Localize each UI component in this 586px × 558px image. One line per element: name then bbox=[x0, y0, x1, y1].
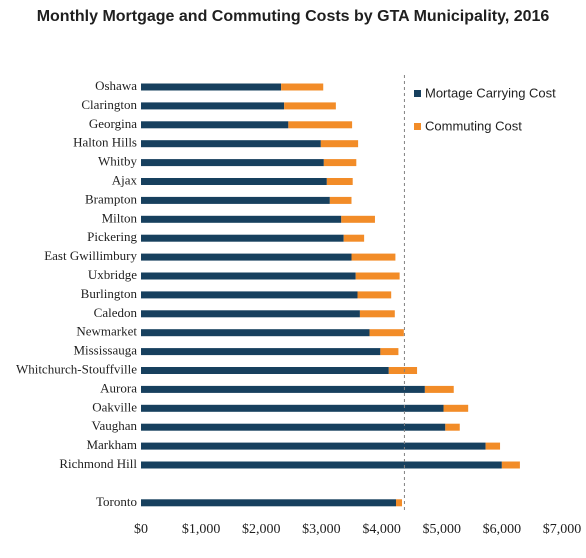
bar-clarington-mortage-carrying-cost bbox=[141, 102, 285, 110]
bar-clarington-commuting-cost bbox=[284, 102, 336, 110]
bar-uxbridge-mortage-carrying-cost bbox=[141, 272, 356, 280]
bar-markham-commuting-cost bbox=[485, 442, 501, 450]
bar-ajax-mortage-carrying-cost bbox=[141, 178, 327, 185]
category-label-toronto: Toronto bbox=[96, 494, 137, 509]
bar-oshawa-commuting-cost bbox=[281, 83, 324, 91]
legend: Mortage Carrying Cost Commuting Cost bbox=[414, 85, 556, 133]
bar-oshawa-mortage-carrying-cost bbox=[141, 83, 282, 91]
bar-markham-mortage-carrying-cost bbox=[141, 442, 486, 450]
bar-caledon-commuting-cost bbox=[359, 310, 395, 318]
x-tick-label-1000: $1,000 bbox=[182, 522, 221, 537]
bar-uxbridge-commuting-cost bbox=[355, 272, 400, 280]
bar-georgina-commuting-cost bbox=[288, 121, 353, 129]
x-tick-label-0: $0 bbox=[134, 522, 148, 537]
bar-vaughan-mortage-carrying-cost bbox=[141, 423, 446, 431]
category-label-ajax: Ajax bbox=[112, 172, 138, 187]
category-label-georgina: Georgina bbox=[89, 116, 137, 131]
category-label-markham: Markham bbox=[86, 437, 137, 452]
chart-title: Monthly Mortgage and Commuting Costs by … bbox=[36, 8, 550, 25]
x-axis-tick-labels: $0 $1,000 $2,000 $3,000 $4,000 $5,000 $6,000 $7… bbox=[134, 522, 581, 537]
category-label-mississauga: Mississauga bbox=[73, 343, 137, 358]
x-tick-label-3000: $3,000 bbox=[302, 522, 341, 537]
category-label-whitchurch-stouffville: Whitchurch-Stouffville bbox=[16, 361, 137, 376]
bar-aurora-commuting-cost bbox=[424, 385, 454, 393]
bar-burlington-mortage-carrying-cost bbox=[141, 291, 358, 299]
category-label-milton: Milton bbox=[102, 210, 138, 225]
category-label-aurora: Aurora bbox=[100, 380, 137, 395]
category-label-oakville: Oakville bbox=[92, 399, 137, 414]
bar-pickering-mortage-carrying-cost bbox=[141, 234, 344, 242]
x-tick-label-4000: $4,000 bbox=[362, 522, 401, 537]
bar-oakville-commuting-cost bbox=[443, 404, 469, 412]
bar-ajax-commuting-cost bbox=[326, 178, 353, 185]
bar-whitby-mortage-carrying-cost bbox=[141, 159, 324, 167]
bar-brampton-commuting-cost bbox=[329, 196, 352, 204]
legend-label-mortage-carrying-cost: Mortage Carrying Cost bbox=[425, 85, 556, 100]
bar-richmond-hill-commuting-cost bbox=[501, 461, 520, 469]
bar-vaughan-commuting-cost bbox=[445, 423, 460, 431]
category-label-pickering: Pickering bbox=[87, 229, 137, 244]
bar-mississauga-commuting-cost bbox=[380, 348, 399, 356]
x-tick-label-5000: $5,000 bbox=[422, 522, 461, 537]
bar-burlington-commuting-cost bbox=[357, 291, 392, 299]
bar-pickering-commuting-cost bbox=[343, 234, 365, 242]
category-labels: Oshawa Clarington Georgina Halton Hills Whit… bbox=[16, 78, 138, 509]
category-label-oshawa: Oshawa bbox=[95, 78, 137, 93]
category-label-newmarket: Newmarket bbox=[76, 324, 137, 339]
legend-swatch-commuting-cost bbox=[414, 123, 421, 130]
legend-swatch-mortage-carrying-cost bbox=[414, 90, 421, 97]
bars-layer bbox=[141, 83, 520, 507]
bar-east-gwillimbury-commuting-cost bbox=[351, 253, 396, 261]
category-label-clarington: Clarington bbox=[81, 97, 137, 112]
x-tick-label-7000: $7,000 bbox=[543, 522, 582, 537]
bar-brampton-mortage-carrying-cost bbox=[141, 196, 330, 204]
category-label-brampton: Brampton bbox=[85, 191, 137, 206]
bar-halton-hills-mortage-carrying-cost bbox=[141, 140, 321, 148]
bar-aurora-mortage-carrying-cost bbox=[141, 385, 425, 393]
category-label-vaughan: Vaughan bbox=[92, 418, 138, 433]
category-label-caledon: Caledon bbox=[94, 305, 138, 320]
bar-richmond-hill-mortage-carrying-cost bbox=[141, 461, 502, 469]
bar-halton-hills-commuting-cost bbox=[320, 140, 359, 148]
bar-toronto-mortage-carrying-cost bbox=[141, 499, 397, 507]
bar-newmarket-commuting-cost bbox=[369, 329, 404, 337]
bar-whitchurch-stouffville-mortage-carrying-cost bbox=[141, 367, 389, 374]
bar-east-gwillimbury-mortage-carrying-cost bbox=[141, 253, 352, 261]
bar-toronto-commuting-cost bbox=[396, 499, 403, 507]
bar-milton-mortage-carrying-cost bbox=[141, 215, 342, 223]
bar-whitchurch-stouffville-commuting-cost bbox=[388, 367, 418, 374]
bar-oakville-mortage-carrying-cost bbox=[141, 404, 444, 412]
bar-caledon-mortage-carrying-cost bbox=[141, 310, 360, 318]
legend-label-commuting-cost: Commuting Cost bbox=[425, 118, 522, 133]
bar-mississauga-mortage-carrying-cost bbox=[141, 348, 381, 356]
bar-georgina-mortage-carrying-cost bbox=[141, 121, 289, 129]
category-label-uxbridge: Uxbridge bbox=[88, 267, 137, 282]
bar-milton-commuting-cost bbox=[341, 215, 375, 223]
category-label-east-gwillimbury: East Gwillimbury bbox=[44, 248, 137, 263]
x-tick-label-6000: $6,000 bbox=[483, 522, 522, 537]
category-label-whitby: Whitby bbox=[98, 154, 137, 169]
bar-whitby-commuting-cost bbox=[323, 159, 357, 167]
category-label-burlington: Burlington bbox=[81, 286, 138, 301]
bar-newmarket-mortage-carrying-cost bbox=[141, 329, 370, 337]
category-label-halton-hills: Halton Hills bbox=[73, 135, 137, 150]
x-tick-label-2000: $2,000 bbox=[242, 522, 281, 537]
category-label-richmond-hill: Richmond Hill bbox=[59, 456, 137, 471]
